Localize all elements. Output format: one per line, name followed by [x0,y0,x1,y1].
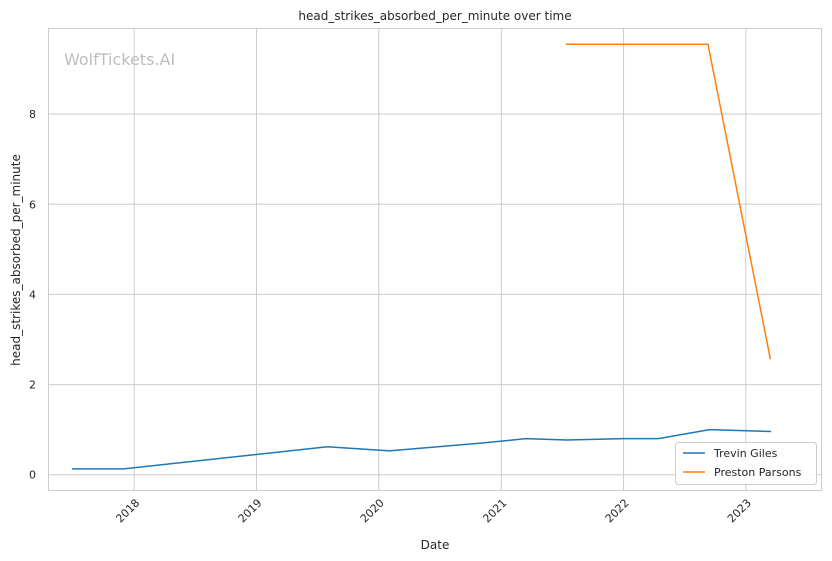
chart-title: head_strikes_absorbed_per_minute over ti… [298,9,571,23]
plot-area [48,28,822,491]
legend-label: Preston Parsons [714,466,802,479]
x-tick-label: 2019 [236,496,265,525]
x-tick-label: 2020 [358,496,387,525]
legend: Trevin Giles Preston Parsons [675,442,817,485]
y-axis-label: head_strikes_absorbed_per_minute [9,154,23,366]
series-lines [71,43,772,470]
y-tick-label: 8 [29,108,36,121]
x-tick-label: 2021 [480,496,509,525]
watermark: WolfTickets.AI [64,50,175,69]
y-tick-label: 0 [29,469,36,482]
grid [48,28,822,491]
y-axis-ticks: 0 2 4 6 8 [29,108,36,482]
series-line-trevin-giles [71,428,772,470]
y-tick-label: 2 [29,379,36,392]
x-axis-label: Date [421,538,450,552]
y-tick-label: 4 [29,288,36,301]
x-tick-label: 2022 [603,496,632,525]
y-tick-label: 6 [29,198,36,211]
x-axis-ticks: 2018 2019 2020 2021 2022 2023 [113,496,754,525]
legend-label: Trevin Giles [713,447,778,460]
series-line-preston-parsons [565,43,772,360]
legend-box [675,442,817,485]
x-tick-label: 2023 [725,496,754,525]
x-tick-label: 2018 [113,496,142,525]
